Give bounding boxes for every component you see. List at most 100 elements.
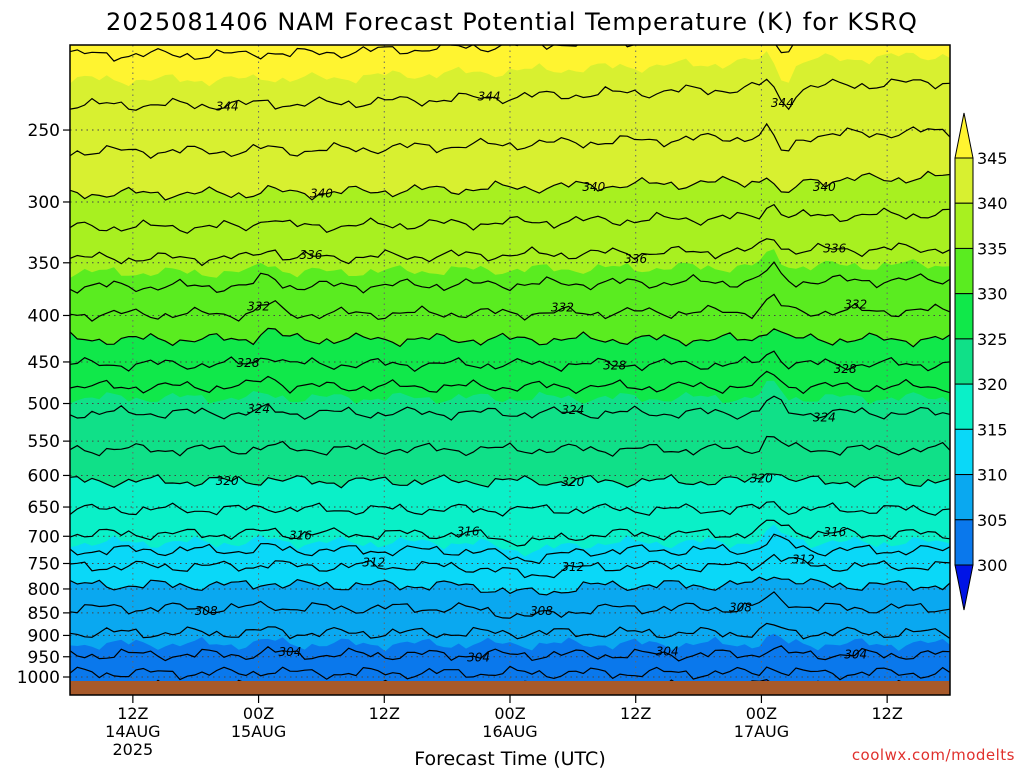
- contour-label: 312: [792, 553, 815, 567]
- contour-line-316: [70, 519, 950, 547]
- contour-line-304: [70, 645, 950, 662]
- grid-layer: [70, 45, 950, 695]
- contour-label: 312: [561, 560, 584, 574]
- fill-band-345: [70, 45, 950, 87]
- colorbar-segment: [954, 383, 974, 430]
- contour-label: 340: [813, 180, 836, 194]
- colorbar-segment: [954, 338, 974, 385]
- contour-line-338: [70, 203, 950, 234]
- contour-line-334: [70, 261, 950, 294]
- contour-label: 344: [478, 89, 501, 103]
- contour-label: 344: [771, 96, 794, 110]
- contour-label: 328: [603, 359, 626, 373]
- contour-line-336: [70, 238, 950, 267]
- y-tick-label: 400: [28, 306, 60, 326]
- y-tick-label: 800: [28, 580, 60, 600]
- contour-label: 332: [844, 297, 867, 311]
- contour-line-312: [70, 553, 950, 579]
- contour-label: 344: [216, 100, 239, 114]
- colorbar-tick-label: 340: [977, 194, 1008, 213]
- contour-label: 340: [310, 186, 333, 200]
- colorbar-tick-label: 305: [977, 511, 1008, 530]
- y-tick-label: 950: [28, 648, 60, 668]
- colorbar-tick-label: 300: [977, 556, 1008, 575]
- colorbar-tick-label: 330: [977, 285, 1008, 304]
- colorbar-segment: [954, 293, 974, 340]
- x-tick-sublabel: 2025: [112, 740, 153, 759]
- x-tick-sublabel: 15AUG: [231, 722, 286, 741]
- contour-label: 320: [561, 475, 584, 489]
- y-tick-label: 700: [28, 527, 60, 547]
- contour-label: 316: [289, 529, 312, 543]
- y-tick-label: 750: [28, 554, 60, 574]
- contour-line-318: [70, 501, 950, 517]
- contour-line-308: [70, 591, 950, 619]
- colorbar-segment: [954, 157, 974, 204]
- contour-label: 308: [729, 601, 752, 615]
- x-tick-label: 12Z: [117, 704, 148, 723]
- contour-line-326: [70, 370, 950, 395]
- x-tick-label: 12Z: [369, 704, 400, 723]
- y-tick-label: 350: [28, 254, 60, 274]
- y-tick-label: 1000: [17, 668, 60, 688]
- contour-line-340: [70, 170, 950, 201]
- contour-line-342: [70, 122, 950, 159]
- x-tick-sublabel: 14AUG: [105, 722, 160, 741]
- contour-label: 324: [561, 403, 584, 417]
- x-tick-sublabel: 16AUG: [482, 722, 537, 741]
- colorbar-segment: [954, 519, 974, 566]
- contour-line-328: [70, 350, 950, 373]
- x-tick-label: 12Z: [620, 704, 651, 723]
- contour-label: 304: [844, 647, 867, 661]
- x-tick-label: 12Z: [871, 704, 902, 723]
- contour-label: 308: [530, 604, 553, 618]
- contour-label: 308: [195, 604, 218, 618]
- chart-title: 2025081406 NAM Forecast Potential Temper…: [106, 8, 918, 36]
- colorbar: 345 340 335 330 325 320 315 310 305 300: [954, 112, 1008, 611]
- x-tick-sublabel: 17AUG: [734, 722, 789, 741]
- contour-label: 336: [823, 241, 846, 255]
- x-tick-label: 00Z: [746, 704, 777, 723]
- y-tick-label: 300: [28, 193, 60, 213]
- contour-line-322: [70, 435, 950, 457]
- y-axis: 2503003504004505005506006507007508008509…: [17, 121, 70, 688]
- contour-line-310: [70, 576, 950, 596]
- y-tick-label: 550: [28, 432, 60, 452]
- colorbar-segment: [954, 474, 974, 521]
- y-tick-label: 250: [28, 121, 60, 141]
- ground-surface: [70, 681, 950, 695]
- colorbar-tick-label: 325: [977, 330, 1008, 349]
- x-tick-label: 00Z: [243, 704, 274, 723]
- y-tick-label: 650: [28, 498, 60, 518]
- contour-line-332: [70, 293, 950, 322]
- contour-label: 320: [750, 471, 773, 485]
- contour-label: 336: [299, 248, 322, 262]
- contour-label: 324: [813, 410, 836, 424]
- colorbar-tick-label: 310: [977, 466, 1008, 485]
- colorbar-tick-label: 345: [977, 149, 1008, 168]
- contour-line-314: [70, 533, 950, 565]
- contour-label-layer: 304 304 304 304 308 308 308 312 312 312 316 316 316 3…: [195, 89, 867, 664]
- contour-label: 316: [823, 525, 846, 539]
- contour-line-306: [70, 622, 950, 640]
- x-tick-label: 00Z: [494, 704, 525, 723]
- colorbar-tick-label: 335: [977, 239, 1008, 258]
- contour-label: 324: [247, 402, 270, 416]
- credit-link[interactable]: coolwx.com/modelts: [852, 746, 1015, 764]
- colorbar-extend-bottom: [954, 564, 974, 611]
- colorbar-segment: [954, 247, 974, 295]
- colorbar-tick-label: 315: [977, 420, 1008, 439]
- contour-label: 328: [237, 356, 260, 370]
- y-tick-label: 850: [28, 604, 60, 624]
- y-tick-label: 600: [28, 466, 60, 486]
- y-tick-label: 900: [28, 626, 60, 646]
- contour-label: 332: [551, 301, 574, 315]
- y-tick-label: 500: [28, 395, 60, 415]
- contour-label: 304: [656, 644, 679, 658]
- contour-line-344: [70, 78, 950, 111]
- contour-label: 340: [582, 180, 605, 194]
- contour-line-330: [70, 327, 950, 348]
- colorbar-tick-label: 320: [977, 375, 1008, 394]
